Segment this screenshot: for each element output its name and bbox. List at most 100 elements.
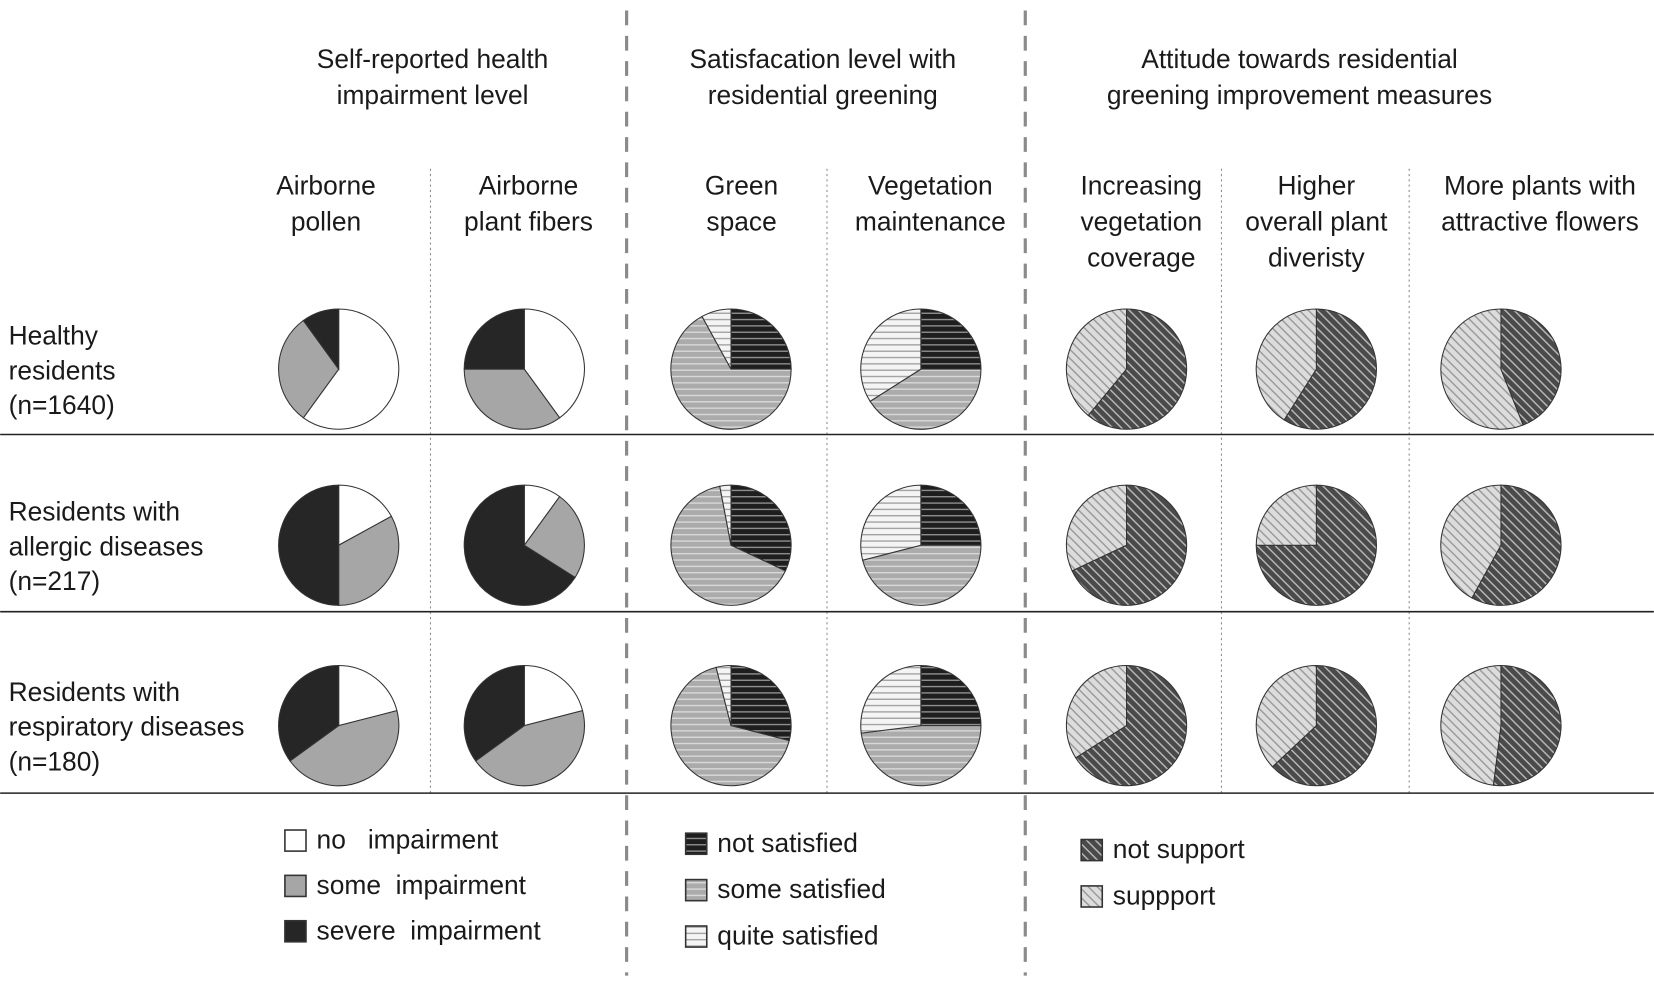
pie-slice bbox=[719, 484, 732, 546]
pie-slice bbox=[1065, 484, 1128, 572]
column-title: pollen bbox=[291, 207, 361, 237]
pie-slice bbox=[1255, 484, 1377, 606]
legend-swatch bbox=[1080, 885, 1104, 908]
legend-label: some impairment bbox=[317, 870, 527, 900]
legend-swatch bbox=[684, 878, 708, 902]
column-title: vegetation bbox=[1080, 207, 1202, 237]
legend-swatch bbox=[284, 829, 307, 852]
separators bbox=[429, 10, 1410, 976]
pie-slice bbox=[920, 484, 982, 546]
pie-slice bbox=[1283, 308, 1377, 430]
row-label: Residents with bbox=[9, 497, 180, 527]
legend-label: some satisfied bbox=[717, 874, 885, 904]
pie-slice bbox=[701, 308, 732, 370]
row-label: (n=1640) bbox=[9, 390, 115, 420]
pie-slice bbox=[670, 315, 792, 430]
row-label: respiratory diseases bbox=[9, 712, 245, 742]
column-title: coverage bbox=[1087, 242, 1195, 272]
pie-slice bbox=[523, 495, 585, 579]
pie-slice bbox=[1471, 484, 1562, 606]
group-title: Satisfacation level with bbox=[689, 44, 956, 74]
pie-slice bbox=[1440, 664, 1502, 786]
pie-slice bbox=[670, 666, 790, 787]
pie-slice bbox=[463, 664, 525, 762]
pie-slice bbox=[338, 484, 393, 547]
legend-swatch bbox=[684, 925, 708, 948]
pie-slice bbox=[670, 485, 787, 606]
pie-slice bbox=[278, 319, 340, 419]
pie-slice bbox=[1440, 308, 1524, 430]
pie-slice bbox=[289, 710, 400, 787]
group-title: impairment level bbox=[337, 80, 529, 110]
column-title: overall plant bbox=[1245, 207, 1388, 237]
pie-slice bbox=[1500, 308, 1562, 426]
pie-slice bbox=[278, 664, 340, 762]
pie-slice bbox=[463, 484, 576, 606]
pie-slice bbox=[474, 710, 585, 787]
pie-slice bbox=[730, 308, 792, 370]
column-title: attractive flowers bbox=[1441, 207, 1639, 237]
row-label: (n=180) bbox=[9, 747, 101, 777]
pie-slice bbox=[338, 664, 398, 727]
column-title: Green bbox=[705, 171, 778, 201]
pie-slice bbox=[1065, 664, 1128, 759]
pie-slice bbox=[338, 515, 400, 606]
pie-slice bbox=[1255, 484, 1317, 546]
legend-swatch bbox=[284, 919, 307, 943]
group-title: greening improvement measures bbox=[1107, 80, 1492, 110]
pie-slice bbox=[523, 664, 584, 727]
legend-label: suppport bbox=[1113, 880, 1216, 910]
column-title: diveristy bbox=[1268, 242, 1365, 272]
pie-slice bbox=[1065, 308, 1128, 417]
column-title: Higher bbox=[1278, 171, 1356, 201]
column-title: maintenance bbox=[855, 207, 1006, 237]
pie-slice bbox=[1071, 484, 1188, 606]
legend-swatch bbox=[284, 874, 307, 898]
group-title: Self-reported health bbox=[317, 44, 549, 74]
legend-label: not support bbox=[1113, 834, 1246, 864]
pie-slice bbox=[861, 544, 982, 606]
pie-slice bbox=[302, 308, 340, 371]
column-title: Increasing bbox=[1080, 171, 1202, 201]
column-title: Vegetation bbox=[868, 171, 993, 201]
pie-slice bbox=[920, 308, 982, 370]
legend-swatch bbox=[1080, 838, 1104, 862]
legend-label: no impairment bbox=[317, 825, 499, 855]
column-title: More plants with bbox=[1444, 171, 1636, 201]
pie-slice bbox=[1255, 664, 1317, 768]
row-label: residents bbox=[9, 355, 116, 385]
pie-slice bbox=[860, 725, 982, 787]
pie-slice bbox=[730, 664, 792, 742]
pie-slice bbox=[920, 664, 982, 727]
pie-slice bbox=[860, 484, 922, 561]
pie-slice bbox=[1087, 308, 1188, 430]
pie-slice bbox=[1271, 664, 1377, 787]
row-rules bbox=[0, 433, 1654, 794]
pie-slice bbox=[463, 308, 525, 370]
legend-label: not satisfied bbox=[717, 828, 858, 858]
column-title: Airborne bbox=[276, 171, 376, 201]
group-title: residential greening bbox=[708, 80, 938, 110]
column-title: plant fibers bbox=[464, 207, 593, 237]
pie-slice bbox=[1255, 308, 1317, 421]
column-title: Airborne bbox=[479, 171, 579, 201]
pie-slice bbox=[1492, 664, 1562, 787]
legend-swatch bbox=[684, 832, 708, 856]
pie-slice bbox=[302, 308, 400, 430]
column-title: space bbox=[706, 207, 776, 237]
pie-slice bbox=[523, 308, 585, 419]
row-label: allergic diseases bbox=[9, 531, 204, 561]
pie-slice bbox=[860, 664, 922, 734]
pie-slice bbox=[1075, 664, 1188, 787]
legend-label: quite satisfied bbox=[717, 921, 878, 951]
pie-slice bbox=[463, 368, 561, 430]
group-title: Attitude towards residential bbox=[1141, 44, 1457, 74]
pie-slice bbox=[730, 484, 792, 572]
row-label: Healthy bbox=[9, 320, 99, 350]
legend-label: severe impairment bbox=[317, 915, 542, 945]
pie-slice bbox=[1440, 484, 1502, 599]
row-label: Residents with bbox=[9, 677, 180, 707]
pie-slice bbox=[278, 484, 340, 606]
